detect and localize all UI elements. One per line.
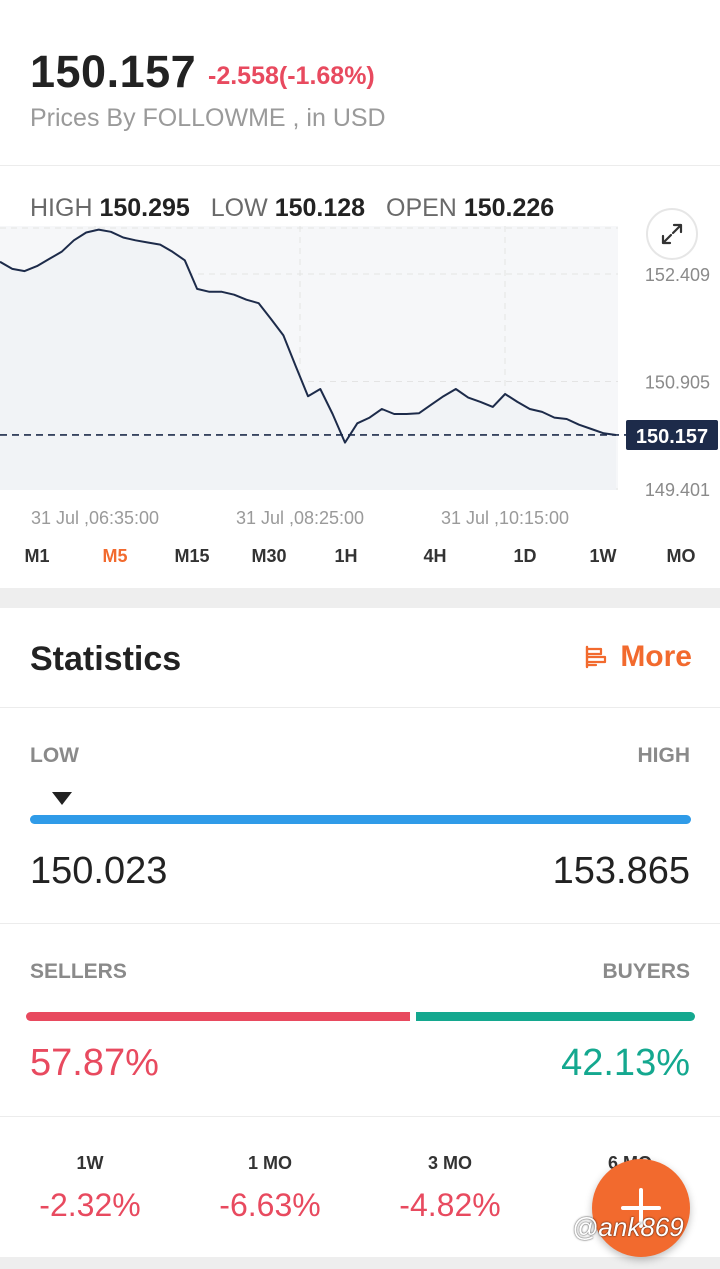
price-source: Prices By FOLLOWME , in USD <box>30 104 386 132</box>
performance-period: 3 MO <box>427 1153 472 1173</box>
chart-area-fill <box>0 229 616 490</box>
timeframe-tabs: M1 M5 M15 M30 1H 4H 1D 1W MO <box>0 546 720 576</box>
range-low-label: LOW <box>30 744 79 767</box>
buyers-value: 42.13% <box>561 1042 690 1084</box>
current-price-badge-label: 150.157 <box>636 426 708 448</box>
sellers-value: 57.87% <box>30 1042 159 1084</box>
performance-period: 1 MO <box>247 1153 292 1173</box>
statistics-header: Statistics More <box>0 608 720 708</box>
day-range: LOW HIGH 150.023 153.865 <box>0 708 720 924</box>
y-tick-label: 152.409 <box>645 265 710 285</box>
tab-m15[interactable]: M15 <box>174 546 210 566</box>
performance-change: -4.82% <box>399 1187 501 1223</box>
more-button[interactable]: More <box>584 640 692 674</box>
add-fab-button[interactable] <box>592 1159 690 1257</box>
tab-1h[interactable]: 1H <box>334 546 358 566</box>
list-icon <box>586 645 607 669</box>
range-bar <box>30 815 691 824</box>
range-high-value: 153.865 <box>552 850 690 892</box>
buyers-label: BUYERS <box>602 960 690 983</box>
section-divider <box>0 588 720 608</box>
performance-period: 1W <box>76 1153 104 1173</box>
tab-4h[interactable]: 4H <box>423 546 447 566</box>
bottom-divider <box>0 1257 720 1269</box>
range-high-label: HIGH <box>637 744 691 767</box>
trader-sentiment: SELLERS BUYERS 57.87% 42.13% <box>0 924 720 1117</box>
y-tick-label: 150.905 <box>645 373 710 393</box>
x-tick-label: 31 Jul ,08:25:00 <box>236 508 364 528</box>
price-series-line <box>0 228 617 444</box>
ohlc-summary: HIGH 150.295 LOW 150.128 OPEN 150.226 <box>30 194 568 223</box>
high-label: HIGH <box>30 194 93 222</box>
sellers-bar <box>26 1012 410 1021</box>
tab-1d[interactable]: 1D <box>513 546 537 566</box>
watermark: @ank869 <box>572 1212 684 1242</box>
current-price-badge <box>626 419 718 450</box>
sellers-label: SELLERS <box>30 960 127 983</box>
buyers-bar <box>416 1012 695 1021</box>
performance-change: -6.63% <box>219 1187 321 1223</box>
tab-m5[interactable]: M5 <box>102 546 128 566</box>
expand-chart-button[interactable] <box>646 208 698 260</box>
x-tick-label: 31 Jul ,06:35:00 <box>31 508 159 528</box>
tab-1w[interactable]: 1W <box>589 546 617 566</box>
statistics-title: Statistics <box>30 640 182 678</box>
x-tick-label: 31 Jul ,10:15:00 <box>441 508 569 528</box>
range-low-value: 150.023 <box>30 850 168 892</box>
y-tick-label: 149.401 <box>645 480 710 500</box>
price-chart[interactable]: 152.409 150.905 149.401 150.157 31 Jul ,06:3… <box>0 166 720 588</box>
range-marker-icon <box>52 792 73 805</box>
open-label: OPEN <box>386 194 457 222</box>
quote-header: 150.157 -2.558(-1.68%) Prices By FOLLOWM… <box>0 0 720 166</box>
open-value: 150.226 <box>463 194 555 222</box>
tab-m1[interactable]: M1 <box>24 546 50 566</box>
tab-m30[interactable]: M30 <box>251 546 287 566</box>
expand-icon <box>661 223 683 245</box>
more-label: More <box>620 640 692 673</box>
plus-icon <box>621 1188 661 1228</box>
price-change: -2.558(-1.68%) <box>208 62 375 90</box>
price-chart-svg: 152.409 150.905 149.401 150.157 31 Jul ,06:3… <box>0 226 718 528</box>
low-label: LOW <box>210 194 268 222</box>
tab-mo[interactable]: MO <box>666 546 696 566</box>
high-value: 150.295 <box>99 194 190 222</box>
low-value: 150.128 <box>274 194 366 222</box>
current-price: 150.157 <box>30 46 197 97</box>
performance-change: -2.32% <box>39 1187 141 1223</box>
